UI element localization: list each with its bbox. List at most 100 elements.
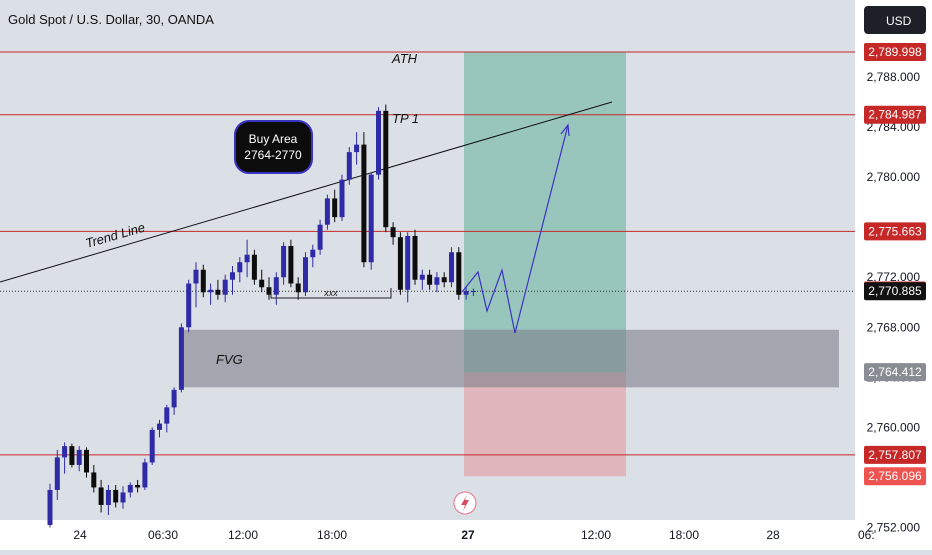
candle[interactable] [171, 387, 177, 415]
candle[interactable] [441, 272, 447, 288]
candle-body [178, 327, 184, 390]
candle[interactable] [281, 242, 287, 285]
price-tick-label: 2,752.000 [867, 520, 921, 534]
plot-area[interactable] [0, 0, 855, 520]
candle[interactable] [69, 443, 75, 468]
candle-body [463, 291, 469, 295]
candle[interactable] [317, 219, 323, 255]
candle-body [149, 429, 155, 463]
candle[interactable] [237, 257, 243, 283]
candle-body [441, 277, 447, 283]
candle[interactable] [91, 464, 97, 493]
time-tick-label: 06:30 [148, 528, 178, 542]
currency-button[interactable] [864, 6, 926, 34]
price-tag[interactable]: 2,757.807 [864, 445, 926, 464]
trend-line[interactable] [0, 101, 613, 283]
candle[interactable] [383, 104, 389, 233]
candle[interactable] [200, 264, 206, 298]
price-tag[interactable]: 2,784.987 [864, 105, 926, 124]
candle[interactable] [470, 288, 476, 297]
candle[interactable] [135, 479, 141, 493]
candle[interactable] [361, 132, 367, 268]
candle[interactable] [456, 247, 462, 300]
candle[interactable] [266, 277, 272, 300]
candle[interactable] [208, 283, 214, 305]
price-tag[interactable]: 2,764.412 [864, 363, 926, 382]
candle[interactable] [105, 484, 111, 515]
candle[interactable] [419, 269, 425, 290]
candle[interactable] [178, 323, 184, 393]
candle[interactable] [157, 419, 162, 438]
candlestick-series [47, 104, 476, 528]
candle[interactable] [324, 194, 330, 230]
symbol-title: Gold Spot / U.S. Dollar, 30, OANDA [8, 12, 214, 27]
candle[interactable] [295, 277, 301, 300]
candle-body [354, 144, 360, 153]
candle[interactable] [339, 174, 345, 221]
candle[interactable] [332, 189, 338, 223]
candle[interactable] [164, 404, 170, 433]
candle[interactable] [251, 249, 257, 285]
candle[interactable] [230, 265, 235, 295]
range-bracket[interactable] [270, 288, 392, 299]
candle-body [310, 249, 316, 258]
candle[interactable] [346, 147, 352, 185]
time-tick-label: 18:00 [669, 528, 699, 542]
candle[interactable] [273, 272, 279, 305]
candle[interactable] [113, 484, 119, 508]
candle[interactable] [149, 427, 155, 465]
candle[interactable] [76, 446, 82, 472]
candle[interactable] [62, 442, 68, 474]
candle[interactable] [54, 449, 60, 500]
candle[interactable] [215, 279, 221, 300]
candle[interactable] [193, 262, 199, 308]
candle[interactable] [354, 132, 360, 165]
candle[interactable] [449, 247, 454, 288]
fvg-zone[interactable] [180, 329, 839, 388]
candle[interactable] [412, 229, 418, 285]
candle-body [339, 179, 345, 218]
candle[interactable] [303, 252, 308, 297]
candle[interactable] [310, 244, 316, 268]
candle[interactable] [259, 269, 265, 293]
candle-body [215, 289, 221, 295]
candle-body [259, 279, 265, 288]
price-tag[interactable]: 2,789.998 [864, 43, 926, 62]
candle[interactable] [186, 279, 192, 333]
candle[interactable] [427, 269, 433, 290]
candle[interactable] [142, 458, 148, 490]
candle-body [324, 198, 330, 225]
time-tick-label: 18:00 [317, 528, 347, 542]
candle[interactable] [127, 482, 133, 498]
price-tag[interactable]: 2,756.096 [864, 467, 926, 486]
candle-body [105, 489, 111, 505]
candle[interactable] [244, 239, 250, 278]
candle[interactable] [434, 272, 440, 293]
stop-loss-zone[interactable] [464, 372, 626, 477]
candle-body [368, 174, 374, 263]
candle[interactable] [98, 479, 104, 513]
candle-body [346, 152, 352, 180]
candle[interactable] [288, 239, 294, 288]
price-tag[interactable]: 2,775.663 [864, 222, 926, 241]
take-profit-zone[interactable] [464, 52, 626, 373]
candle[interactable] [84, 447, 89, 478]
candle[interactable] [368, 172, 374, 270]
candle-body [171, 389, 177, 408]
candle[interactable] [463, 287, 469, 300]
candle-body [383, 110, 389, 228]
candle[interactable] [397, 232, 403, 295]
time-axis[interactable] [0, 520, 855, 550]
projected-path[interactable] [461, 124, 569, 334]
candle[interactable] [390, 222, 396, 245]
candle[interactable] [376, 107, 381, 180]
candle[interactable] [120, 486, 126, 509]
candle-body [230, 272, 235, 280]
candle[interactable] [47, 483, 53, 528]
buy-area-badge[interactable] [234, 120, 313, 174]
price-tag[interactable]: 2,770.885 [864, 282, 926, 301]
candle[interactable] [222, 274, 228, 303]
candle[interactable] [405, 232, 411, 303]
